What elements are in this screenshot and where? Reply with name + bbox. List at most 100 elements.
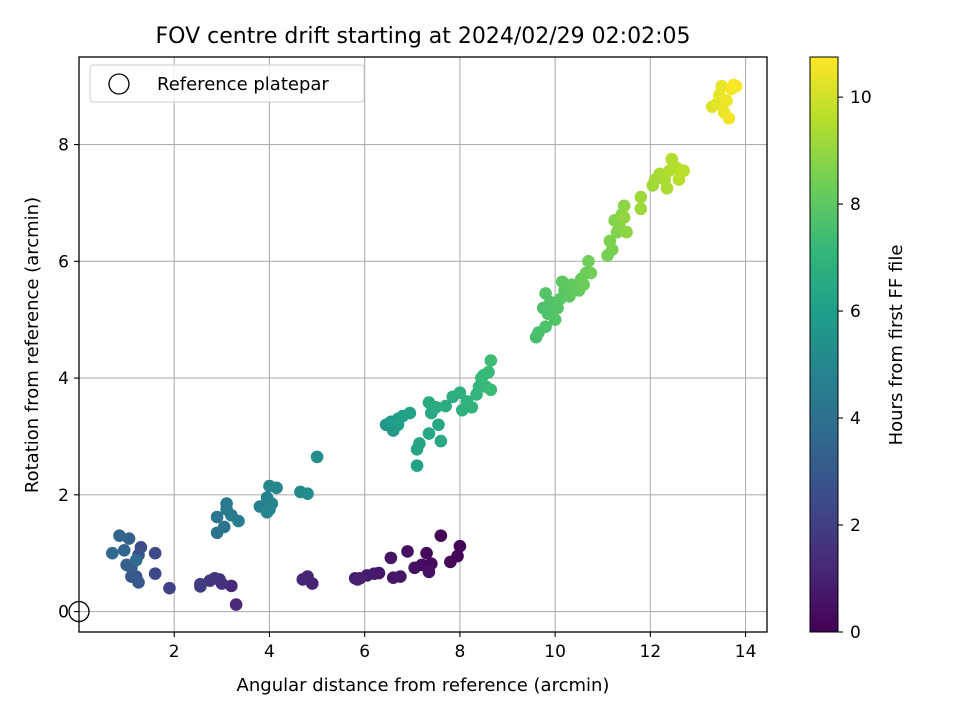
data-point [727, 78, 740, 92]
data-point [465, 400, 479, 414]
data-point [482, 365, 495, 379]
data-point [125, 570, 138, 583]
legend-entry-reference-platepar: Reference platepar [157, 74, 329, 95]
data-point [577, 278, 590, 291]
data-point [720, 94, 733, 108]
data-point [194, 580, 207, 593]
data-point [563, 290, 576, 303]
x-tick-label: 2 [169, 642, 180, 662]
colorbar-tick-label: 2 [850, 516, 861, 536]
data-point [444, 555, 457, 569]
data-point [386, 571, 400, 585]
x-tick-label: 4 [264, 642, 275, 662]
data-point [122, 532, 136, 545]
data-point [434, 529, 448, 542]
colorbar-tick-label: 10 [850, 88, 872, 108]
data-point [129, 553, 143, 567]
data-point [270, 481, 283, 495]
data-point [677, 164, 690, 178]
x-tick-label: 12 [640, 642, 662, 662]
data-point [422, 427, 436, 440]
data-point [265, 497, 279, 510]
data-point [582, 255, 595, 268]
legend: Reference platepar [89, 64, 365, 103]
colorbar-tick-label: 6 [850, 302, 861, 322]
x-tick-label: 10 [544, 642, 566, 662]
data-point [555, 275, 569, 289]
data-point [148, 567, 162, 580]
data-point [229, 598, 243, 611]
x-tick-label: 6 [359, 642, 370, 662]
y-tick-label: 8 [58, 136, 69, 156]
data-point [220, 497, 233, 510]
data-point [296, 573, 310, 586]
x-axis-label: Angular distance from reference (arcmin) [237, 675, 610, 696]
colorbar-tick-label: 4 [850, 409, 861, 429]
data-point [420, 546, 433, 560]
y-axis-label: Rotation from reference (arcmin) [22, 197, 43, 493]
data-point [422, 565, 436, 579]
legend-marker-icon [108, 73, 130, 95]
data-point [429, 400, 443, 414]
colorbar [809, 56, 839, 633]
data-point [403, 406, 417, 420]
x-axis-ticks: 2 4 6 8 10 12 14 [169, 632, 757, 662]
colorbar-tick-label: 8 [850, 195, 861, 215]
data-point [117, 543, 131, 557]
data-point [722, 111, 736, 125]
data-point [439, 399, 452, 413]
y-tick-label: 2 [58, 486, 69, 506]
x-tick-label: 14 [735, 642, 757, 662]
data-point [148, 546, 162, 560]
data-point [484, 354, 498, 367]
data-point [413, 437, 426, 450]
y-tick-label: 4 [58, 369, 69, 389]
data-point [548, 313, 562, 326]
data-point [106, 546, 119, 560]
data-point [634, 190, 648, 204]
data-point [634, 202, 648, 216]
data-point [232, 514, 245, 528]
data-point [410, 459, 424, 472]
chart-title: FOV centre drift starting at 2024/02/29 … [156, 24, 691, 49]
data-point [603, 234, 617, 248]
data-point [391, 418, 405, 432]
data-point [113, 529, 126, 542]
data-point [539, 287, 552, 300]
data-point [401, 545, 414, 558]
data-points [106, 78, 743, 611]
data-point [434, 434, 448, 448]
data-point [432, 418, 445, 432]
colorbar-label: Hours from first FF file [886, 245, 907, 446]
data-point [660, 182, 674, 195]
data-point [163, 581, 176, 595]
data-point [453, 539, 467, 553]
data-point [617, 199, 631, 213]
data-point [217, 520, 231, 534]
colorbar-ticks: 0 2 4 6 8 10 [838, 88, 872, 643]
y-tick-label: 0 [58, 603, 69, 623]
data-point [408, 561, 421, 575]
data-point [539, 320, 552, 333]
x-tick-label: 8 [454, 642, 465, 662]
colorbar-tick-label: 0 [850, 623, 861, 643]
data-point [210, 510, 224, 524]
plot-frame [78, 56, 768, 633]
data-point [617, 211, 631, 224]
grid-lines [79, 57, 767, 632]
legend-box [89, 64, 365, 103]
data-point [225, 579, 238, 593]
data-point [384, 551, 398, 565]
data-point [584, 266, 598, 280]
data-point [620, 225, 633, 239]
data-point [203, 574, 217, 587]
data-point [453, 386, 467, 399]
data-point [301, 487, 314, 500]
y-tick-label: 6 [58, 252, 69, 272]
data-point [351, 573, 364, 586]
y-axis-ticks: 0 2 4 6 8 [58, 136, 79, 623]
data-point [484, 383, 498, 397]
data-point [120, 558, 133, 572]
data-point [310, 450, 324, 464]
